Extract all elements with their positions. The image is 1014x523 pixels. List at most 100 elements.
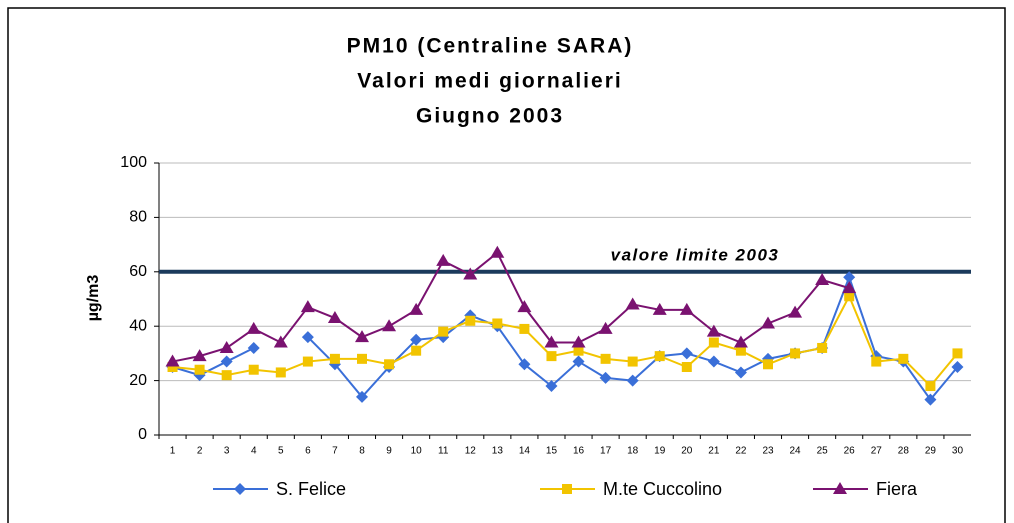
x-tick-label: 14 xyxy=(519,446,531,457)
data-point xyxy=(679,302,694,315)
data-point xyxy=(707,355,720,368)
y-tick-label: 20 xyxy=(129,372,147,389)
legend-label: Fiera xyxy=(876,479,918,499)
x-tick-label: 11 xyxy=(438,446,449,457)
x-tick-label: 9 xyxy=(386,446,392,457)
data-point xyxy=(165,354,180,367)
x-tick-label: 6 xyxy=(305,446,311,457)
data-point xyxy=(382,319,397,332)
data-point xyxy=(708,337,719,348)
data-point xyxy=(573,345,584,356)
data-point xyxy=(843,271,856,284)
data-point xyxy=(763,359,773,370)
data-point xyxy=(734,366,747,379)
data-point xyxy=(301,331,314,344)
data-point xyxy=(329,353,340,364)
data-point xyxy=(572,355,585,368)
data-point xyxy=(194,364,205,375)
data-point xyxy=(952,348,963,359)
data-point xyxy=(384,359,395,370)
data-point xyxy=(273,335,288,348)
x-tick-label: 13 xyxy=(492,446,504,457)
data-point xyxy=(842,281,857,294)
x-tick-label: 20 xyxy=(681,446,693,457)
data-point xyxy=(302,356,313,367)
data-point xyxy=(219,340,234,353)
x-tick-label: 25 xyxy=(817,446,829,457)
data-point xyxy=(815,272,830,285)
data-point xyxy=(626,374,639,387)
data-point xyxy=(790,348,801,359)
x-tick-label: 10 xyxy=(411,446,423,457)
data-point xyxy=(436,253,451,266)
data-point xyxy=(517,300,532,313)
x-tick-label: 23 xyxy=(762,446,774,457)
data-point xyxy=(951,361,964,373)
data-point xyxy=(545,380,558,393)
legend-marker xyxy=(833,482,847,494)
data-point xyxy=(355,330,369,343)
data-point xyxy=(654,351,665,362)
data-point xyxy=(735,345,746,356)
data-point xyxy=(275,367,286,378)
data-point xyxy=(410,333,423,346)
x-tick-label: 19 xyxy=(654,446,666,457)
data-point xyxy=(518,358,531,371)
data-point xyxy=(600,353,611,364)
data-point xyxy=(220,355,233,368)
y-tick-label: 80 xyxy=(129,209,147,226)
data-point xyxy=(598,321,613,334)
data-point xyxy=(625,297,640,310)
data-point xyxy=(680,347,693,360)
data-point xyxy=(544,335,559,348)
data-point xyxy=(327,311,342,324)
data-point xyxy=(463,267,478,280)
x-tick-label: 21 xyxy=(708,446,720,457)
data-point xyxy=(409,302,424,315)
data-point xyxy=(871,356,882,367)
chart-title: Giugno 2003 xyxy=(416,105,564,128)
y-tick-label: 40 xyxy=(129,317,147,334)
data-point xyxy=(706,324,721,337)
x-tick-label: 1 xyxy=(170,446,176,457)
x-tick-label: 24 xyxy=(790,446,802,457)
data-point xyxy=(898,353,909,364)
data-point xyxy=(438,326,449,337)
data-point xyxy=(844,291,855,302)
data-point xyxy=(817,342,828,353)
y-tick-label: 100 xyxy=(120,154,147,171)
x-tick-label: 5 xyxy=(278,446,284,457)
x-tick-label: 2 xyxy=(197,446,203,457)
x-tick-label: 27 xyxy=(871,446,883,457)
legend-label: M.te Cuccolino xyxy=(603,479,722,499)
chart-title: Valori medi giornalieri xyxy=(357,70,622,93)
x-tick-label: 16 xyxy=(573,446,585,457)
chart-title: PM10 (Centraline SARA) xyxy=(347,35,634,58)
x-tick-label: 26 xyxy=(844,446,856,457)
x-tick-label: 22 xyxy=(735,446,747,457)
y-tick-label: 60 xyxy=(129,263,147,280)
data-point xyxy=(356,390,368,403)
data-point xyxy=(221,370,232,381)
data-point xyxy=(519,323,530,334)
data-point xyxy=(788,305,803,318)
data-point xyxy=(300,300,315,313)
data-point xyxy=(733,335,748,348)
data-point xyxy=(681,362,692,372)
data-point xyxy=(411,345,422,356)
data-point xyxy=(627,356,638,367)
chart-border xyxy=(7,7,1006,523)
x-tick-label: 28 xyxy=(898,446,910,457)
x-tick-label: 29 xyxy=(925,446,937,457)
x-tick-label: 18 xyxy=(627,446,639,457)
x-tick-label: 30 xyxy=(952,446,964,457)
x-tick-label: 12 xyxy=(465,446,477,457)
limit-label: valore limite 2003 xyxy=(611,245,780,264)
y-axis-label: µg/m3 xyxy=(85,275,102,322)
data-point xyxy=(192,349,207,362)
x-tick-label: 3 xyxy=(224,446,230,457)
series-line xyxy=(172,251,850,363)
data-point xyxy=(492,318,503,329)
data-point xyxy=(546,351,557,362)
